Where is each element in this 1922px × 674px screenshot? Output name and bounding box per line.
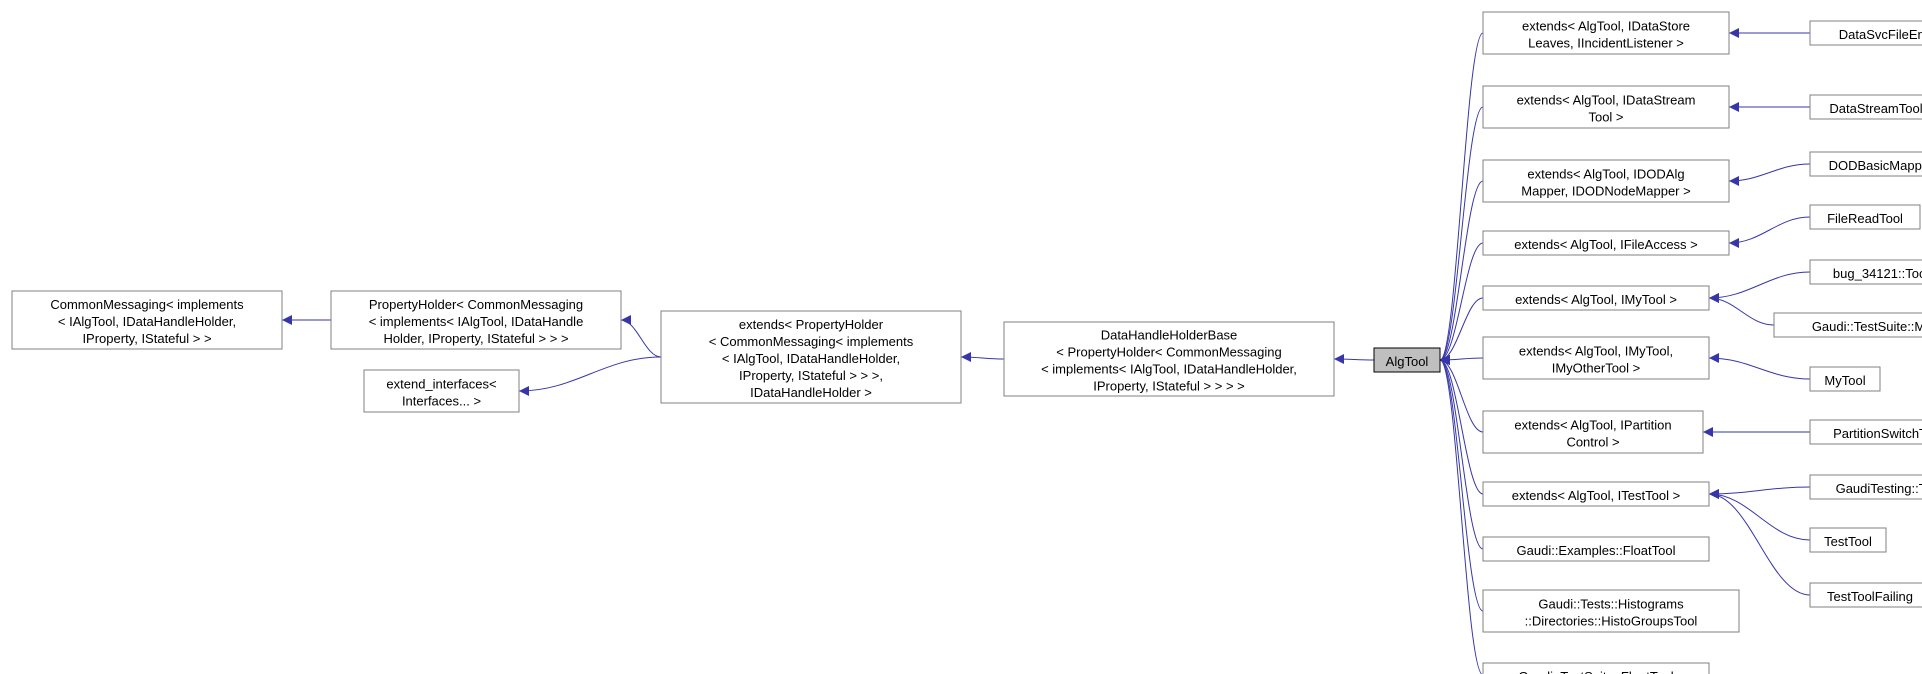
node-label: extends< AlgTool, ITestTool > [1512, 488, 1680, 503]
edge-mytool-to-ext_imy_other [1709, 358, 1810, 379]
node-dst[interactable]: DataStreamTool [1810, 95, 1922, 119]
node-ext_imytool[interactable]: extends< AlgTool, IMyTool > [1483, 286, 1709, 310]
node-tt[interactable]: TestTool [1810, 528, 1886, 552]
node-label: < CommonMessaging< implements [709, 334, 914, 349]
node-label: TestToolFailing [1827, 589, 1913, 604]
node-label: Interfaces... > [402, 393, 481, 408]
node-label: FileReadTool [1827, 211, 1903, 226]
node-common_msg[interactable]: CommonMessaging< implements < IAlgTool, I… [12, 291, 282, 349]
inheritance-diagram: CommonMessaging< implements < IAlgTool, I… [0, 0, 1922, 674]
node-prop_holder[interactable]: PropertyHolder< CommonMessaging < impleme… [331, 291, 621, 349]
node-extend_ifaces[interactable]: extend_interfaces< Interfaces... > [364, 370, 519, 412]
edge-ttf-to-ext_itest [1709, 494, 1810, 595]
edge-ext_idstream-to-algtool [1440, 107, 1483, 360]
edge-algtool-to-dhhb [1334, 359, 1374, 360]
edge-ext_ids-to-algtool [1440, 33, 1483, 360]
edge-ext_idod-to-algtool [1440, 181, 1483, 360]
node-label: GaudiTesting::TestTool [1836, 481, 1922, 496]
node-ttf[interactable]: TestToolFailing [1810, 583, 1922, 607]
node-label: < IAlgTool, IDataHandleHolder, [722, 351, 900, 366]
edge-extends_prop-to-prop_holder [621, 320, 661, 357]
edge-dodbm-to-ext_idod [1729, 164, 1810, 181]
node-label: bug_34121::Tool [1833, 266, 1922, 281]
node-label: extends< AlgTool, IFileAccess > [1514, 237, 1698, 252]
node-label: Gaudi::Tests::Histograms [1538, 596, 1684, 611]
node-label: extends< AlgTool, IDataStore [1522, 18, 1690, 33]
node-label: DODBasicMapper [1829, 158, 1922, 173]
node-label: Gaudi::Examples::FloatTool [1517, 543, 1676, 558]
edge-frt-to-ext_ifile [1729, 217, 1810, 243]
node-extends_prop[interactable]: extends< PropertyHolder < CommonMessaging… [661, 311, 961, 403]
node-label: DataStreamTool [1829, 101, 1922, 116]
edge-tt-to-ext_itest [1709, 494, 1810, 540]
node-ext_ifile[interactable]: extends< AlgTool, IFileAccess > [1483, 231, 1729, 255]
node-algtool[interactable]: AlgTool [1374, 348, 1440, 372]
node-label: CommonMessaging< implements [50, 297, 244, 312]
node-label: extends< PropertyHolder [739, 317, 884, 332]
node-mytool[interactable]: MyTool [1810, 367, 1880, 391]
edge-bugtool-to-ext_imytool [1709, 272, 1810, 298]
node-label: extends< AlgTool, IDODAlg [1527, 166, 1684, 181]
edge-gtt-to-ext_itest [1709, 487, 1810, 494]
edge-myex-to-ext_imytool [1709, 298, 1774, 325]
node-ext_ids[interactable]: extends< AlgTool, IDataStore Leaves, IInc… [1483, 12, 1729, 54]
node-label: < implements< IAlgTool, IDataHandleHolde… [1041, 361, 1297, 376]
node-frt[interactable]: FileReadTool [1810, 205, 1920, 229]
node-label: PropertyHolder< CommonMessaging [369, 297, 583, 312]
node-histo_groups[interactable]: Gaudi::Tests::Histograms::Directories::H… [1483, 590, 1739, 632]
node-label: extends< AlgTool, IMyTool, [1519, 343, 1673, 358]
node-label: Gaudi::TestSuite::MyExampleTool [1812, 319, 1922, 334]
node-dodbm[interactable]: DODBasicMapper [1810, 152, 1922, 176]
node-label: extends< AlgTool, IDataStream [1517, 92, 1696, 107]
node-ts_float[interactable]: Gaudi::TestSuite::FloatTool [1483, 663, 1709, 674]
node-label: IProperty, IStateful > > > > [1093, 378, 1245, 393]
node-bugtool[interactable]: bug_34121::Tool [1810, 260, 1922, 284]
node-label: extends< AlgTool, IMyTool > [1515, 292, 1677, 307]
node-label: < PropertyHolder< CommonMessaging [1056, 344, 1281, 359]
node-label: Control > [1566, 434, 1619, 449]
node-pst[interactable]: PartitionSwitchTool [1810, 420, 1922, 444]
node-gtt[interactable]: GaudiTesting::TestTool [1810, 475, 1922, 499]
node-label: extend_interfaces< [386, 376, 496, 391]
nodes-layer: CommonMessaging< implements < IAlgTool, I… [12, 12, 1922, 674]
node-label: < implements< IAlgTool, IDataHandle [369, 314, 584, 329]
node-dhhb[interactable]: DataHandleHolderBase < PropertyHolder< Co… [1004, 322, 1334, 396]
node-dsfe[interactable]: DataSvcFileEntriesTool [1810, 21, 1922, 45]
node-label: DataHandleHolderBase [1101, 327, 1238, 342]
node-label: IProperty, IStateful > > >, [739, 368, 883, 383]
node-label: AlgTool [1386, 354, 1429, 369]
node-label: extends< AlgTool, IPartition [1514, 417, 1671, 432]
node-label: Gaudi::TestSuite::FloatTool [1518, 669, 1673, 674]
node-float_tool[interactable]: Gaudi::Examples::FloatTool [1483, 537, 1709, 561]
node-ext_ipart[interactable]: extends< AlgTool, IPartition Control > [1483, 411, 1703, 453]
edge-dhhb-to-extends_prop [961, 357, 1004, 359]
node-label: Tool > [1588, 109, 1623, 124]
edge-histo_groups-to-algtool [1440, 360, 1483, 611]
edge-ext_imy_other-to-algtool [1440, 358, 1483, 360]
node-label: Holder, IProperty, IStateful > > > [383, 331, 568, 346]
edge-ts_float-to-algtool [1440, 360, 1483, 674]
node-label: TestTool [1824, 534, 1872, 549]
node-label: MyTool [1824, 373, 1865, 388]
node-ext_imy_other[interactable]: extends< AlgTool, IMyTool, IMyOtherTool > [1483, 337, 1709, 379]
node-label: Leaves, IIncidentListener > [1528, 35, 1684, 50]
edge-ext_itest-to-algtool [1440, 360, 1483, 494]
node-label: < IAlgTool, IDataHandleHolder, [58, 314, 236, 329]
node-label: Mapper, IDODNodeMapper > [1521, 183, 1690, 198]
node-label: PartitionSwitchTool [1833, 426, 1922, 441]
node-ext_itest[interactable]: extends< AlgTool, ITestTool > [1483, 482, 1709, 506]
node-ext_idod[interactable]: extends< AlgTool, IDODAlg Mapper, IDODNod… [1483, 160, 1729, 202]
node-label: IMyOtherTool > [1552, 360, 1641, 375]
node-ext_idstream[interactable]: extends< AlgTool, IDataStream Tool > [1483, 86, 1729, 128]
node-label: IProperty, IStateful > > [82, 331, 211, 346]
node-myex[interactable]: Gaudi::TestSuite::MyExampleTool [1774, 313, 1922, 337]
node-label: DataSvcFileEntriesTool [1839, 27, 1922, 42]
node-label: IDataHandleHolder > [750, 385, 872, 400]
node-label: ::Directories::HistoGroupsTool [1525, 613, 1698, 628]
edge-extends_prop-to-extend_ifaces [519, 357, 661, 391]
